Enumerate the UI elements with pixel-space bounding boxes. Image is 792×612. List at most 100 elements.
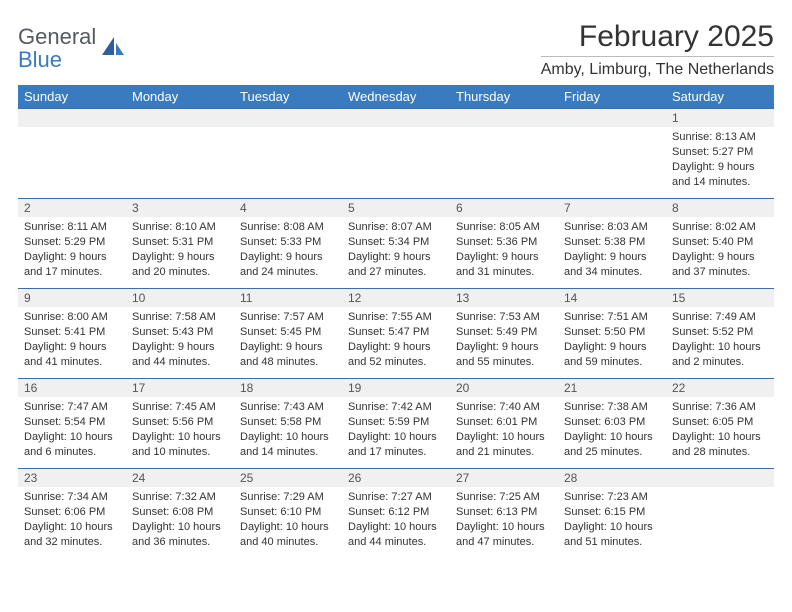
day-cell: 3Sunrise: 8:10 AMSunset: 5:31 PMDaylight… bbox=[126, 199, 234, 289]
day-cell: 24Sunrise: 7:32 AMSunset: 6:08 PMDayligh… bbox=[126, 469, 234, 559]
day-body: Sunrise: 8:08 AMSunset: 5:33 PMDaylight:… bbox=[234, 217, 342, 283]
day-cell: 21Sunrise: 7:38 AMSunset: 6:03 PMDayligh… bbox=[558, 379, 666, 469]
day-header-row: Sunday Monday Tuesday Wednesday Thursday… bbox=[18, 85, 774, 109]
day-body: Sunrise: 7:36 AMSunset: 6:05 PMDaylight:… bbox=[666, 397, 774, 463]
day-body: Sunrise: 7:43 AMSunset: 5:58 PMDaylight:… bbox=[234, 397, 342, 463]
sunset-text: Sunset: 6:08 PM bbox=[132, 505, 228, 520]
daylight-text: Daylight: 10 hours and 32 minutes. bbox=[24, 520, 120, 550]
day-cell: 22Sunrise: 7:36 AMSunset: 6:05 PMDayligh… bbox=[666, 379, 774, 469]
daylight-text: Daylight: 9 hours and 34 minutes. bbox=[564, 250, 660, 280]
sunrise-text: Sunrise: 8:03 AM bbox=[564, 220, 660, 235]
sunrise-text: Sunrise: 7:23 AM bbox=[564, 490, 660, 505]
sunset-text: Sunset: 5:38 PM bbox=[564, 235, 660, 250]
day-cell bbox=[450, 109, 558, 199]
sunset-text: Sunset: 6:05 PM bbox=[672, 415, 768, 430]
daylight-text: Daylight: 10 hours and 2 minutes. bbox=[672, 340, 768, 370]
sunset-text: Sunset: 6:10 PM bbox=[240, 505, 336, 520]
daylight-text: Daylight: 9 hours and 24 minutes. bbox=[240, 250, 336, 280]
day-cell: 28Sunrise: 7:23 AMSunset: 6:15 PMDayligh… bbox=[558, 469, 666, 559]
sunset-text: Sunset: 5:31 PM bbox=[132, 235, 228, 250]
day-cell: 17Sunrise: 7:45 AMSunset: 5:56 PMDayligh… bbox=[126, 379, 234, 469]
day-cell bbox=[558, 109, 666, 199]
day-number bbox=[18, 109, 126, 127]
day-header: Thursday bbox=[450, 85, 558, 109]
day-number: 2 bbox=[18, 199, 126, 217]
daylight-text: Daylight: 9 hours and 37 minutes. bbox=[672, 250, 768, 280]
day-cell: 15Sunrise: 7:49 AMSunset: 5:52 PMDayligh… bbox=[666, 289, 774, 379]
day-cell: 16Sunrise: 7:47 AMSunset: 5:54 PMDayligh… bbox=[18, 379, 126, 469]
day-number: 13 bbox=[450, 289, 558, 307]
sunrise-text: Sunrise: 7:38 AM bbox=[564, 400, 660, 415]
day-cell: 26Sunrise: 7:27 AMSunset: 6:12 PMDayligh… bbox=[342, 469, 450, 559]
sunrise-text: Sunrise: 7:57 AM bbox=[240, 310, 336, 325]
day-header: Saturday bbox=[666, 85, 774, 109]
day-body: Sunrise: 8:03 AMSunset: 5:38 PMDaylight:… bbox=[558, 217, 666, 283]
day-cell: 7Sunrise: 8:03 AMSunset: 5:38 PMDaylight… bbox=[558, 199, 666, 289]
day-cell: 20Sunrise: 7:40 AMSunset: 6:01 PMDayligh… bbox=[450, 379, 558, 469]
day-number: 19 bbox=[342, 379, 450, 397]
sunrise-text: Sunrise: 8:11 AM bbox=[24, 220, 120, 235]
sunset-text: Sunset: 6:06 PM bbox=[24, 505, 120, 520]
day-number: 18 bbox=[234, 379, 342, 397]
day-body: Sunrise: 7:29 AMSunset: 6:10 PMDaylight:… bbox=[234, 487, 342, 553]
day-body: Sunrise: 7:57 AMSunset: 5:45 PMDaylight:… bbox=[234, 307, 342, 373]
day-cell: 27Sunrise: 7:25 AMSunset: 6:13 PMDayligh… bbox=[450, 469, 558, 559]
daylight-text: Daylight: 10 hours and 47 minutes. bbox=[456, 520, 552, 550]
day-number: 24 bbox=[126, 469, 234, 487]
daylight-text: Daylight: 9 hours and 17 minutes. bbox=[24, 250, 120, 280]
day-cell: 11Sunrise: 7:57 AMSunset: 5:45 PMDayligh… bbox=[234, 289, 342, 379]
sunset-text: Sunset: 5:34 PM bbox=[348, 235, 444, 250]
day-number: 5 bbox=[342, 199, 450, 217]
day-body: Sunrise: 7:51 AMSunset: 5:50 PMDaylight:… bbox=[558, 307, 666, 373]
sunrise-text: Sunrise: 7:40 AM bbox=[456, 400, 552, 415]
sunset-text: Sunset: 5:45 PM bbox=[240, 325, 336, 340]
day-header: Sunday bbox=[18, 85, 126, 109]
sunset-text: Sunset: 5:49 PM bbox=[456, 325, 552, 340]
daylight-text: Daylight: 10 hours and 36 minutes. bbox=[132, 520, 228, 550]
sunset-text: Sunset: 5:41 PM bbox=[24, 325, 120, 340]
day-number: 8 bbox=[666, 199, 774, 217]
day-body: Sunrise: 7:40 AMSunset: 6:01 PMDaylight:… bbox=[450, 397, 558, 463]
day-cell: 2Sunrise: 8:11 AMSunset: 5:29 PMDaylight… bbox=[18, 199, 126, 289]
week-row: 1Sunrise: 8:13 AMSunset: 5:27 PMDaylight… bbox=[18, 109, 774, 199]
daylight-text: Daylight: 10 hours and 25 minutes. bbox=[564, 430, 660, 460]
day-number: 7 bbox=[558, 199, 666, 217]
day-cell: 5Sunrise: 8:07 AMSunset: 5:34 PMDaylight… bbox=[342, 199, 450, 289]
sunrise-text: Sunrise: 7:42 AM bbox=[348, 400, 444, 415]
calendar-table: Sunday Monday Tuesday Wednesday Thursday… bbox=[18, 85, 774, 559]
day-cell: 8 Sunrise: 8:02 AMSunset: 5:40 PMDaylight… bbox=[666, 199, 774, 289]
day-cell bbox=[342, 109, 450, 199]
sunrise-text: Sunrise: 7:34 AM bbox=[24, 490, 120, 505]
day-body: Sunrise: 8:10 AMSunset: 5:31 PMDaylight:… bbox=[126, 217, 234, 283]
day-header: Tuesday bbox=[234, 85, 342, 109]
day-number: 4 bbox=[234, 199, 342, 217]
calendar-body: 1Sunrise: 8:13 AMSunset: 5:27 PMDaylight… bbox=[18, 109, 774, 559]
logo-sail-icon bbox=[100, 35, 126, 61]
day-number: 6 bbox=[450, 199, 558, 217]
daylight-text: Daylight: 10 hours and 6 minutes. bbox=[24, 430, 120, 460]
sunrise-text: Sunrise: 7:27 AM bbox=[348, 490, 444, 505]
daylight-text: Daylight: 9 hours and 31 minutes. bbox=[456, 250, 552, 280]
daylight-text: Daylight: 9 hours and 44 minutes. bbox=[132, 340, 228, 370]
day-number bbox=[450, 109, 558, 127]
sunrise-text: Sunrise: 7:51 AM bbox=[564, 310, 660, 325]
day-body: Sunrise: 7:53 AMSunset: 5:49 PMDaylight:… bbox=[450, 307, 558, 373]
day-cell: 1Sunrise: 8:13 AMSunset: 5:27 PMDaylight… bbox=[666, 109, 774, 199]
day-cell: 19Sunrise: 7:42 AMSunset: 5:59 PMDayligh… bbox=[342, 379, 450, 469]
sunset-text: Sunset: 5:40 PM bbox=[672, 235, 768, 250]
sunset-text: Sunset: 5:47 PM bbox=[348, 325, 444, 340]
day-number: 22 bbox=[666, 379, 774, 397]
day-cell bbox=[18, 109, 126, 199]
day-header: Monday bbox=[126, 85, 234, 109]
sunrise-text: Sunrise: 8:02 AM bbox=[672, 220, 768, 235]
month-title: February 2025 bbox=[541, 20, 774, 54]
daylight-text: Daylight: 10 hours and 44 minutes. bbox=[348, 520, 444, 550]
sunrise-text: Sunrise: 8:07 AM bbox=[348, 220, 444, 235]
day-number: 15 bbox=[666, 289, 774, 307]
day-body: Sunrise: 8:11 AMSunset: 5:29 PMDaylight:… bbox=[18, 217, 126, 283]
day-cell: 10Sunrise: 7:58 AMSunset: 5:43 PMDayligh… bbox=[126, 289, 234, 379]
sunrise-text: Sunrise: 8:08 AM bbox=[240, 220, 336, 235]
day-body: Sunrise: 7:23 AMSunset: 6:15 PMDaylight:… bbox=[558, 487, 666, 553]
day-number: 14 bbox=[558, 289, 666, 307]
sunset-text: Sunset: 5:52 PM bbox=[672, 325, 768, 340]
